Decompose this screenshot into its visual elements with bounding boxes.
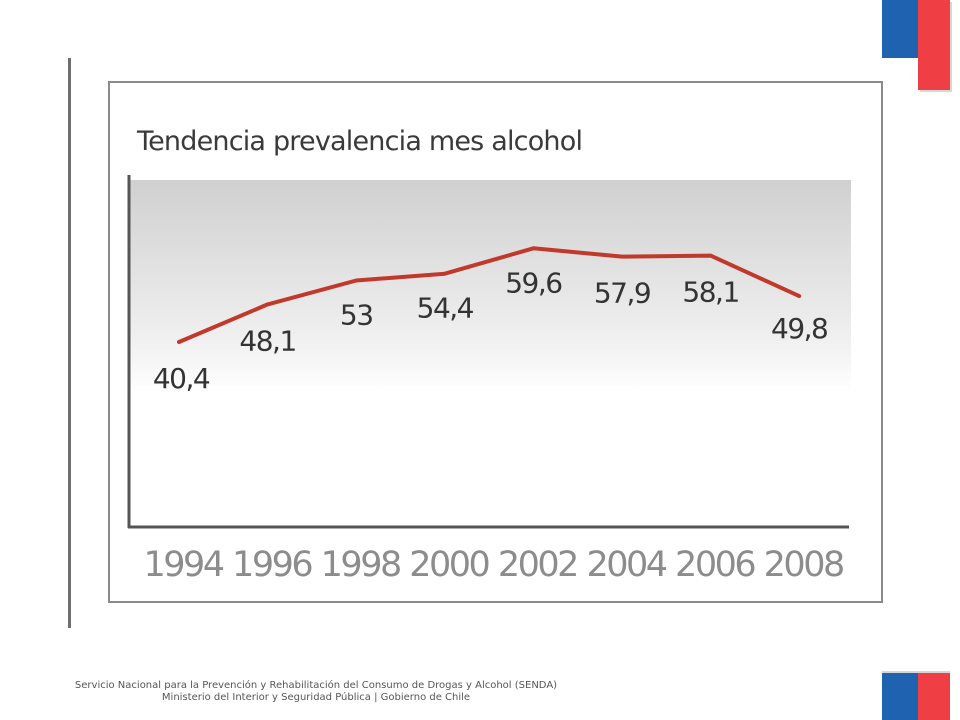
plot-background [130,180,851,525]
data-labels: 40,4 48,1 53 54,4 59,6 57,9 58,1 49,8 [153,266,829,395]
x-tick-label: 1998 [321,545,400,585]
data-label: 59,6 [505,266,562,299]
series-line [177,246,802,344]
x-tick-label: 1994 [143,545,223,585]
flag-blue-block [882,671,918,720]
chile-flag-logo-top [882,0,952,92]
x-tick-labels: 1994 1996 1998 2000 2002 2004 2006 2008 [143,545,845,585]
flag-red-block [918,0,950,90]
x-tick-label: 2006 [675,545,755,585]
flag-top-edge [882,671,950,673]
data-label: 40,4 [153,362,210,395]
x-tick-label: 2008 [764,545,843,585]
chile-flag-logo-bottom [882,671,952,720]
x-tick-label: 1996 [232,545,312,585]
footer-line-ministry: Ministerio del Interior y Seguridad Públ… [161,692,471,703]
data-label: 48,1 [239,324,295,357]
footer-line-agency: Servicio Nacional para la Prevención y R… [74,680,558,691]
chart-title: Tendencia prevalencia mes alcohol [137,126,583,157]
flag-red-block [918,671,950,720]
data-label: 54,4 [417,292,474,325]
left-divider-rule [68,58,71,628]
data-label: 53 [340,299,373,332]
footer: Servicio Nacional para la Prevención y R… [56,680,576,704]
data-label: 58,1 [682,276,738,309]
x-tick-label: 2000 [409,545,488,585]
data-label: 57,9 [594,277,650,310]
x-tick-label: 2004 [586,545,666,585]
data-label: 49,8 [771,312,827,345]
flag-blue-block [882,0,918,58]
x-tick-label: 2002 [498,545,577,585]
